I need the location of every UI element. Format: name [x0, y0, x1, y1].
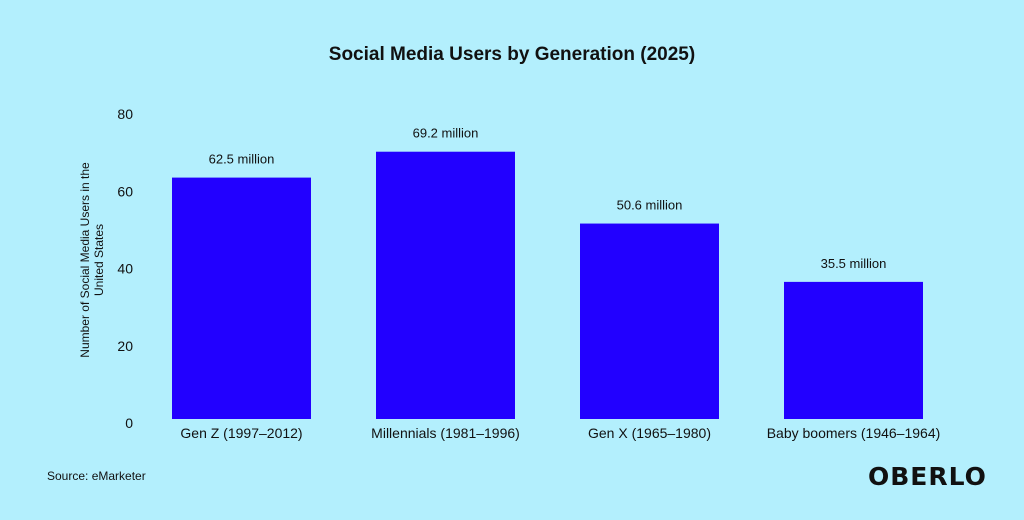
chart-title: Social Media Users by Generation (2025) [328, 44, 696, 65]
bar [784, 281, 923, 419]
y-tick-label: 40 [117, 261, 133, 277]
x-tick-label: Millennials (1981–1996) [371, 425, 520, 441]
x-tick-label: Baby boomers (1946–1964) [767, 425, 941, 441]
data-label: 69.2 million [413, 126, 479, 141]
data-label: 62.5 million [209, 152, 275, 167]
y-tick-label: 80 [117, 106, 133, 122]
bar [580, 223, 719, 419]
x-tick-label: Gen Z (1997–2012) [180, 425, 302, 441]
oberlo-logo: OBERLO [868, 462, 987, 491]
bar [376, 151, 515, 419]
data-label: 35.5 million [821, 256, 887, 271]
source-note: Source: eMarketer [47, 469, 146, 483]
x-tick-label: Gen X (1965–1980) [588, 425, 711, 441]
bar [172, 177, 311, 419]
y-axis-label: Number of Social Media Users in theUnite… [78, 162, 106, 358]
data-label: 50.6 million [617, 198, 683, 213]
y-tick-label: 0 [125, 415, 133, 431]
y-axis-label-line: United States [92, 224, 106, 296]
y-tick-label: 60 [117, 183, 133, 199]
y-axis-label-line: Number of Social Media Users in the [78, 162, 92, 358]
y-tick-label: 20 [117, 338, 133, 354]
